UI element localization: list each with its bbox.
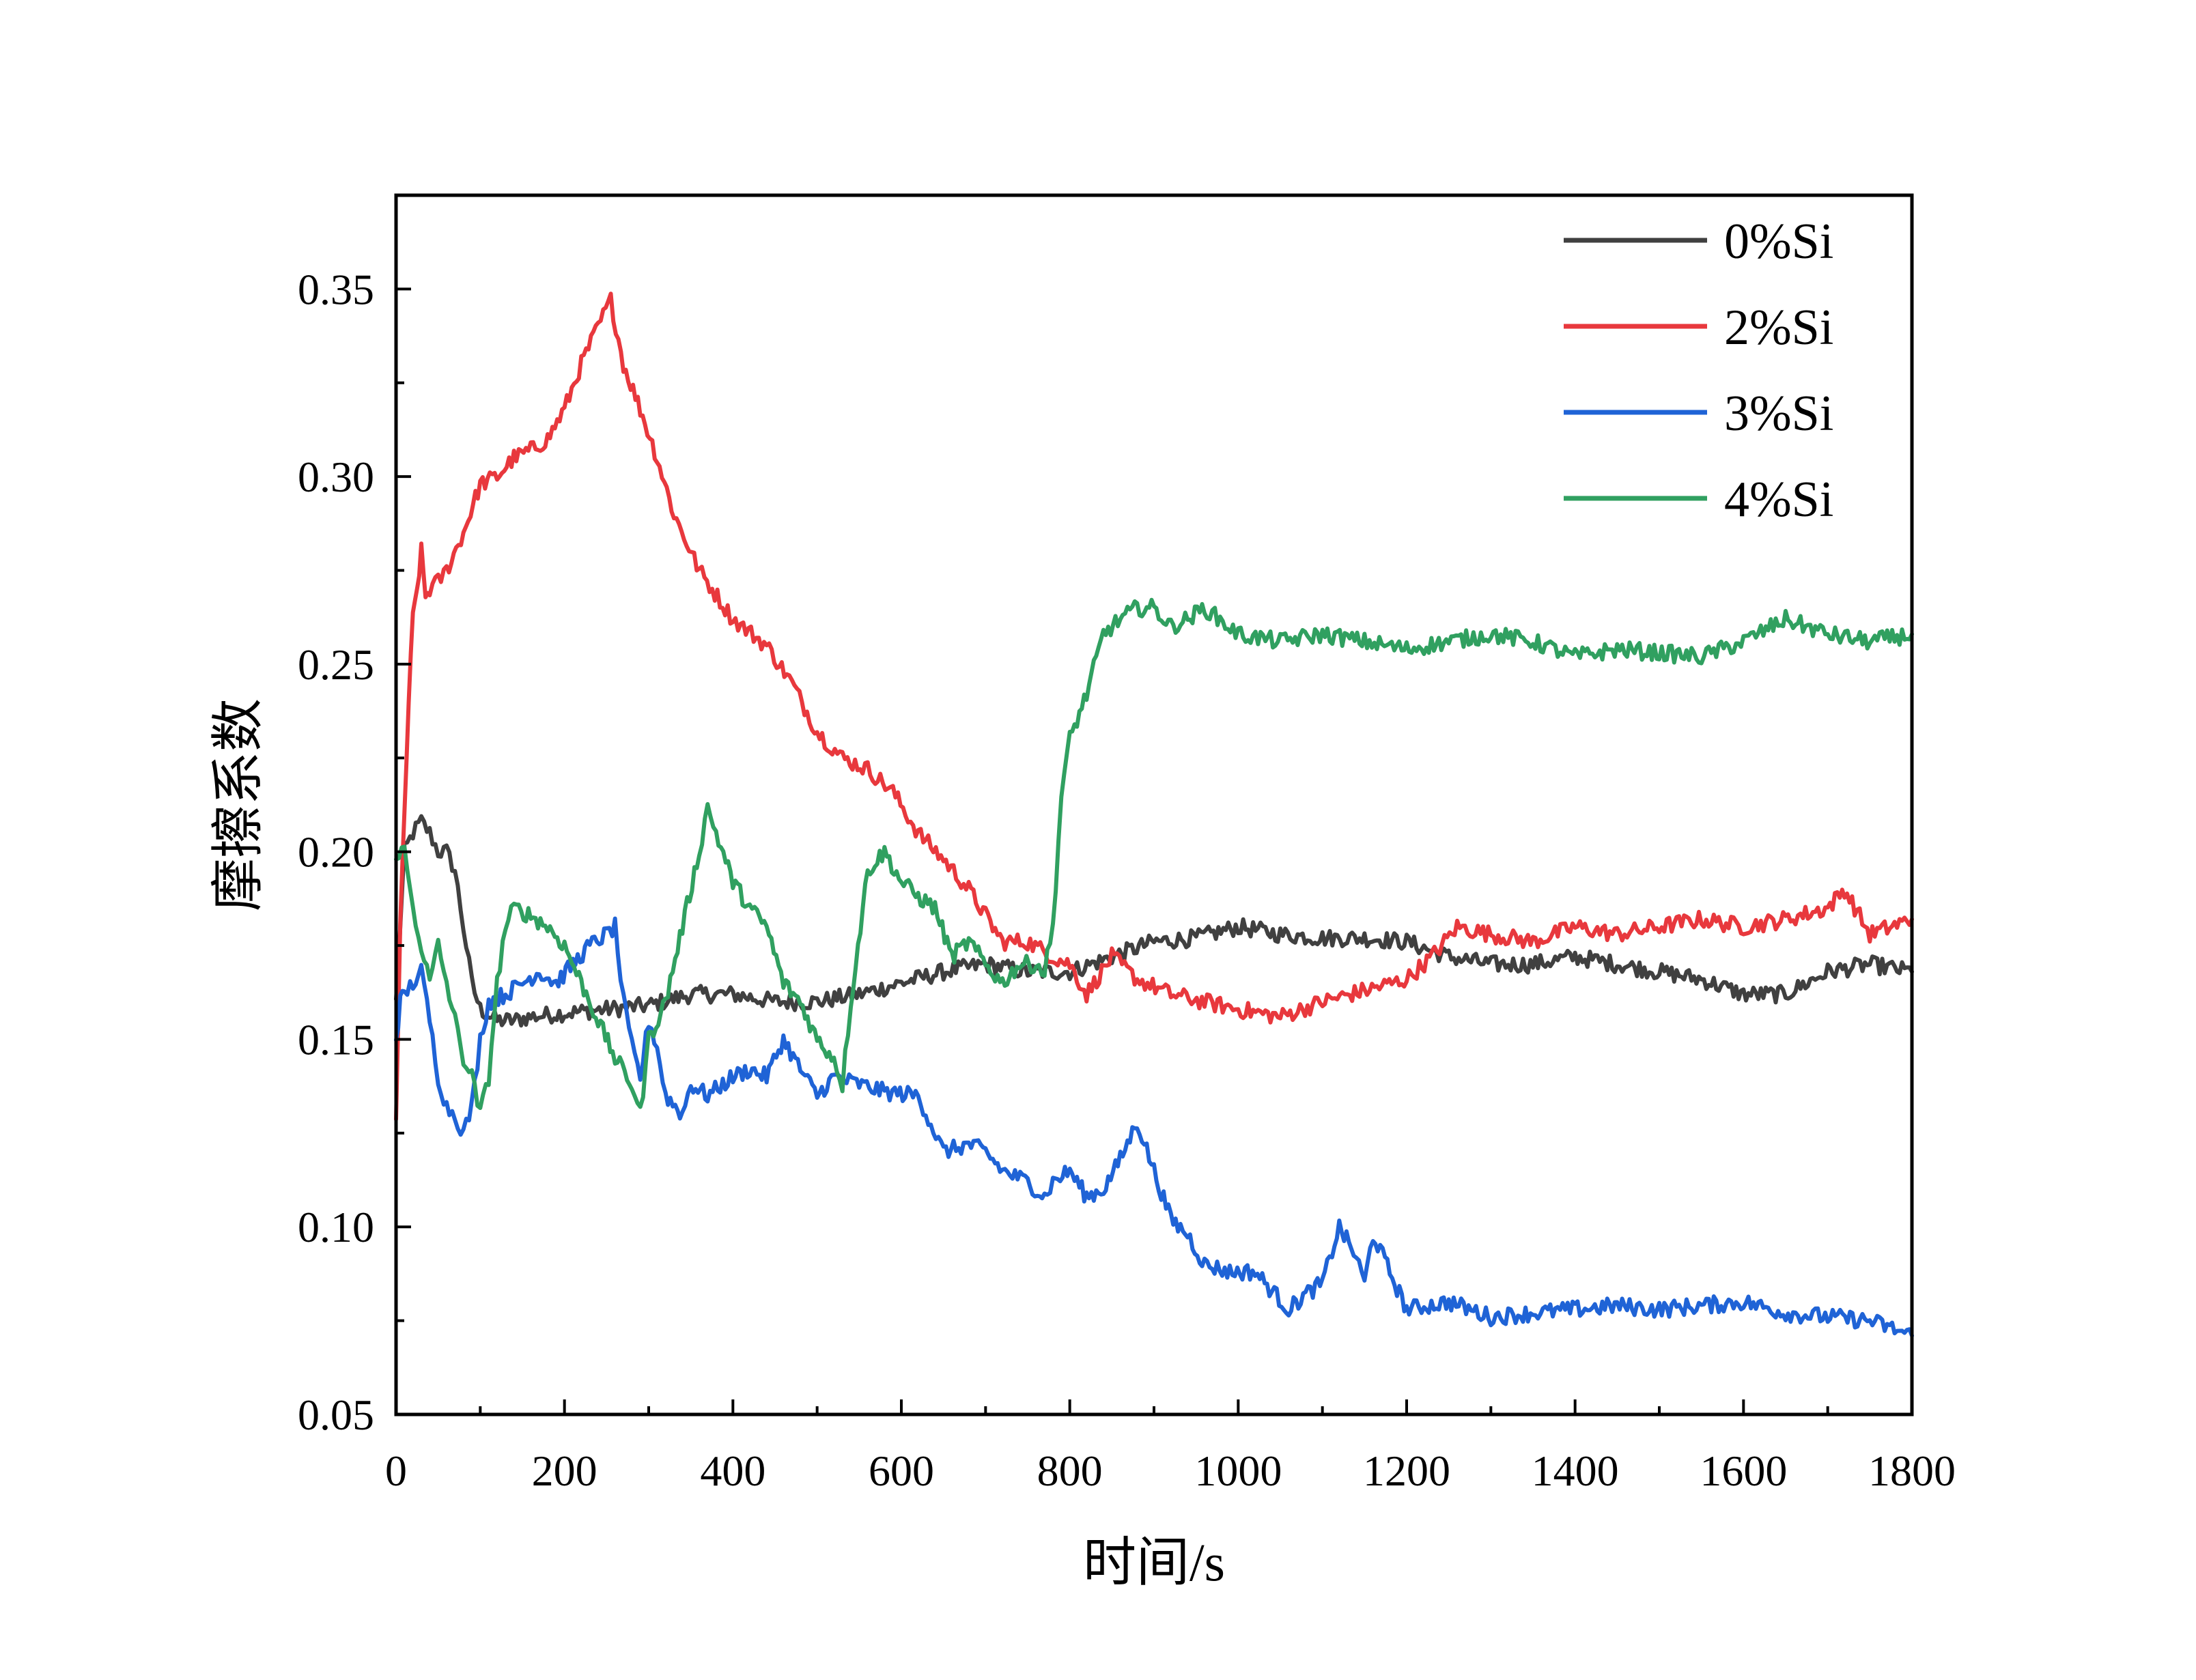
y-axis-ticks: 0.05 0.10 0.15 0.20 0.25 0.30 0.35 [298,265,411,1439]
x-tick-label: 200 [532,1447,597,1495]
y-tick-label: 0.30 [298,453,374,501]
series-line-3 [394,916,1914,1338]
x-tick-label: 600 [869,1447,934,1495]
y-tick-label: 0.10 [298,1203,374,1251]
x-tick-label: 1600 [1700,1447,1787,1495]
x-axis-ticks: 0 200 400 600 800 1000 1200 1400 1600 1800 [385,1399,1956,1495]
legend: 0%Si 2%Si 3%Si 4%Si [1564,214,1833,528]
series-line-2 [394,291,1914,1122]
x-axis-title: 时间/s [1083,1533,1225,1592]
y-tick-label: 0.20 [298,828,374,877]
x-tick-label: 1000 [1194,1447,1282,1495]
x-tick-label: 800 [1037,1447,1103,1495]
legend-label: 0%Si [1724,214,1833,270]
legend-label: 3%Si [1724,386,1833,442]
series-layer [394,291,1914,1338]
series-line-4 [394,597,1914,1110]
legend-label: 2%Si [1724,300,1833,356]
x-tick-label: 1400 [1532,1447,1619,1495]
y-tick-label: 0.15 [298,1015,374,1064]
y-tick-label: 0.35 [298,265,374,313]
x-tick-label: 1200 [1363,1447,1450,1495]
x-tick-label: 0 [385,1447,407,1495]
x-tick-label: 400 [700,1447,765,1495]
y-axis-title: 摩擦系数 [208,698,268,911]
series-line-1 [394,814,1914,1028]
legend-label: 4%Si [1724,472,1833,528]
y-tick-label: 0.25 [298,640,374,689]
x-tick-label: 1800 [1868,1447,1956,1495]
y-tick-label: 0.05 [298,1391,374,1439]
